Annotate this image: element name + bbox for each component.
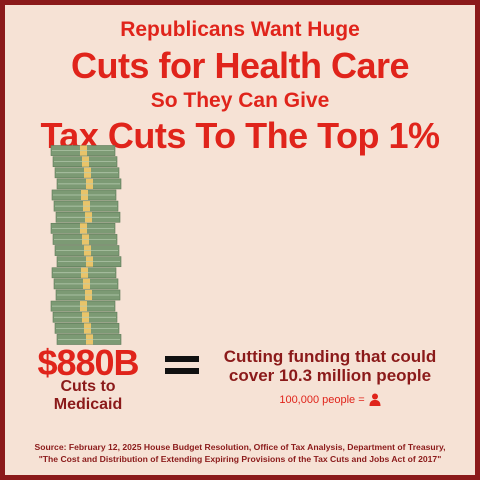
money-bundle — [50, 145, 116, 156]
headline-line-2: Cuts for Health Care — [70, 45, 410, 86]
poster: Republicans Want Huge Cuts for Health Ca… — [5, 5, 475, 475]
money-stack-icon — [50, 145, 122, 345]
money-bundle — [51, 267, 117, 279]
headline-line-3: So They Can Give — [150, 89, 330, 112]
person-icon — [369, 393, 381, 406]
money-bundle — [56, 256, 122, 268]
source-line-2: "The Cost and Distribution of Extending … — [38, 454, 442, 464]
amount-description-line-1: Cuts to — [60, 378, 116, 395]
money-bundle — [53, 200, 119, 212]
source-line-1: Source: February 12, 2025 House Budget R… — [34, 442, 446, 452]
amount-description: Cuts to Medicaid — [23, 378, 153, 414]
equals-bar-top — [165, 356, 199, 362]
legend-text: 100,000 people = — [279, 393, 365, 406]
description-line-2: cover 10.3 million people — [228, 366, 432, 385]
money-bundle — [52, 156, 118, 168]
legend: 100,000 people = — [205, 393, 455, 406]
money-bundle — [50, 300, 116, 312]
money-bundle — [55, 289, 121, 301]
amount-description-line-2: Medicaid — [53, 396, 123, 413]
money-bundle — [52, 234, 118, 245]
money-bundle — [50, 222, 116, 234]
money-bundle — [55, 211, 121, 223]
headline-line-1: Republicans Want Huge — [120, 18, 360, 41]
amount-value: $880B — [37, 342, 139, 383]
money-bundle — [53, 278, 119, 290]
money-bundle — [51, 189, 117, 201]
description-line-1: Cutting funding that could — [223, 347, 437, 366]
equals-sign — [165, 350, 199, 378]
money-bundle — [56, 178, 122, 190]
money-bundle — [54, 167, 120, 179]
money-bundle — [56, 334, 122, 345]
comparison-description: Cutting funding that could cover 10.3 mi… — [205, 347, 455, 385]
money-bundle — [52, 311, 118, 323]
equals-bar-bottom — [165, 368, 199, 374]
money-bundle — [54, 322, 120, 334]
source-citation: Source: February 12, 2025 House Budget R… — [5, 441, 475, 465]
money-bundle — [54, 245, 120, 256]
